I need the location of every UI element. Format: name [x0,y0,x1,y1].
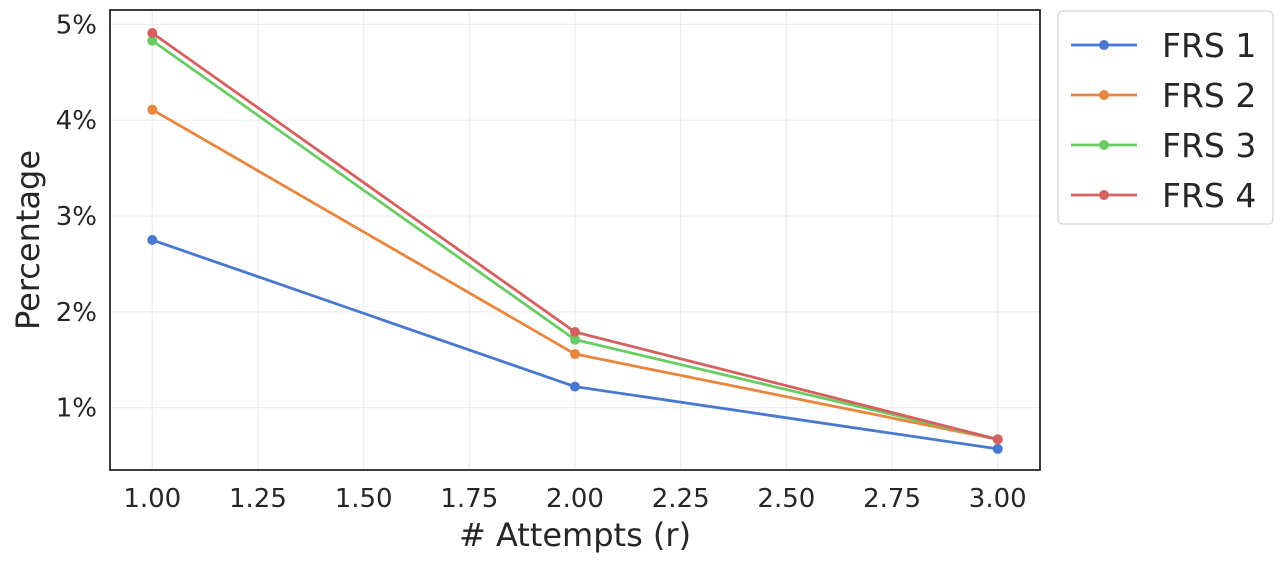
legend: FRS 1 FRS 2 FRS 3 FRS 4 [1057,10,1274,225]
y-tick-label: 2% [56,298,97,328]
data-point [992,434,1003,445]
x-tick-label: 1.75 [440,484,498,514]
data-point [147,28,158,38]
data-point [570,381,580,392]
legend-marker [1099,40,1109,50]
x-tick-label: 2.50 [757,484,815,514]
legend-item: FRS 3 [1071,126,1256,165]
data-point [147,104,158,115]
x-tick-label: 2.00 [546,484,604,514]
data-point [570,327,580,337]
y-tick-label: 5% [56,10,97,40]
series-1 [147,235,1003,454]
data-point [147,35,158,46]
legend-item: FRS 4 [1071,176,1256,215]
data-point [570,334,580,345]
data-point [570,349,580,360]
legend-item: FRS 2 [1071,76,1256,115]
legend-marker [1099,140,1109,150]
y-tick-label: 4% [56,106,97,136]
grid [110,10,1040,470]
y-axis-label: Percentage [9,150,47,330]
x-tick-label: 1.25 [229,484,287,514]
y-tick-label: 1% [56,394,97,424]
series-layer [147,28,1003,454]
legend-label: FRS 4 [1162,176,1256,215]
x-tick-label: 2.25 [652,484,710,514]
x-tick-label: 3.00 [969,484,1027,514]
plot-frame [109,9,1041,471]
series-4 [147,28,1003,445]
legend-label: FRS 3 [1162,126,1256,165]
x-axis-ticks: 1.00 1.25 1.50 1.75 2.00 2.25 2.50 2.75 3.00 [123,484,1026,514]
legend-box [1057,10,1274,225]
data-point [992,443,1003,454]
x-tick-label: 2.75 [863,484,921,514]
legend-label: FRS 1 [1162,26,1256,65]
legend-item: FRS 1 [1071,26,1256,65]
x-tick-label: 1.50 [335,484,393,514]
y-axis-ticks: 1% 2% 3% 4% 5% [56,10,97,423]
legend-marker [1099,90,1109,100]
x-axis-label: # Attempts (r) [459,516,691,554]
data-point [147,235,158,245]
x-tick-label: 1.00 [123,484,181,514]
legend-marker [1099,190,1109,200]
legend-label: FRS 2 [1162,76,1256,115]
y-tick-label: 3% [56,202,97,232]
